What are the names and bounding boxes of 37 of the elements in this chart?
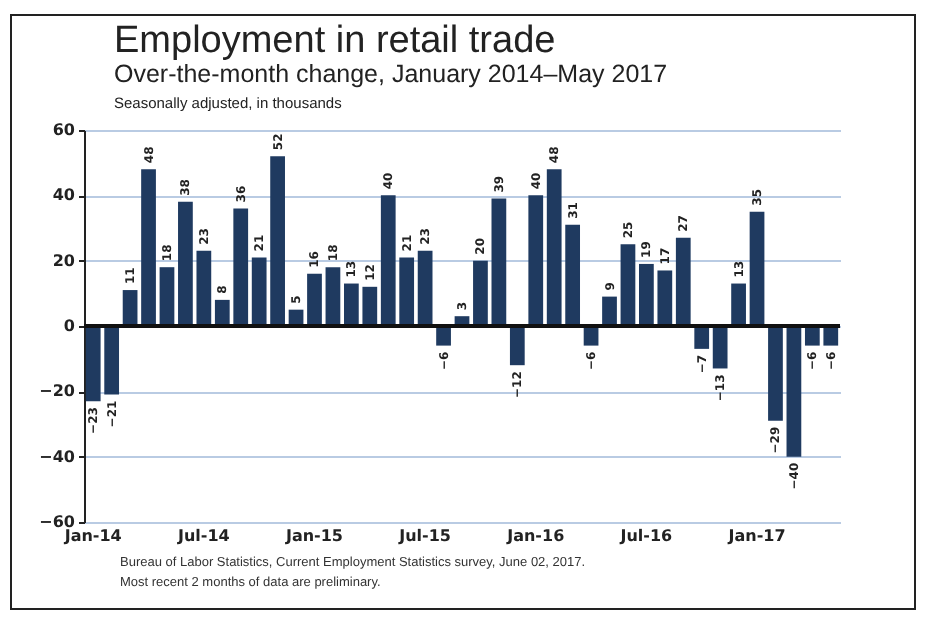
- bar: [749, 211, 765, 326]
- bar: [509, 326, 525, 366]
- y-tick-label: 20: [52, 251, 76, 270]
- x-tick-label: Jan-16: [505, 527, 566, 545]
- bar: [620, 244, 636, 326]
- y-tick-label: 60: [52, 121, 76, 139]
- x-tick-label: Jan-14: [62, 527, 123, 545]
- bar: [141, 169, 156, 326]
- bar: [122, 290, 138, 326]
- x-tick-label: Jul-15: [397, 527, 452, 545]
- bar: [325, 267, 341, 326]
- bar: [583, 326, 599, 346]
- chart-subtitle: Over-the-month change, January 2014–May 2017: [114, 60, 668, 88]
- bar: [307, 273, 322, 326]
- y-tick-label: 40: [52, 186, 76, 205]
- y-tick-label: −60: [39, 513, 76, 531]
- x-tick-label: Jul-14: [175, 527, 231, 545]
- bar: [768, 326, 783, 421]
- y-tick-label: −40: [39, 447, 76, 466]
- bar: [159, 267, 175, 326]
- x-tick-label: Jul-16: [618, 527, 674, 545]
- x-tick-label: Jan-17: [726, 527, 786, 545]
- x-tick-label: Jan-15: [283, 527, 344, 545]
- bar: [786, 326, 802, 457]
- bar: [528, 195, 544, 326]
- y-tick-label: 0: [63, 317, 76, 335]
- bar: [712, 326, 728, 369]
- bar: [491, 198, 507, 326]
- y-tick-label: −20: [39, 382, 76, 401]
- bar: [417, 250, 433, 326]
- bar: [436, 326, 451, 346]
- bar: [675, 237, 691, 326]
- bar: [731, 283, 746, 326]
- bar: [694, 326, 710, 349]
- bar: [602, 296, 617, 326]
- chart-title: Employment in retail trade: [114, 20, 556, 64]
- bar: [473, 260, 488, 326]
